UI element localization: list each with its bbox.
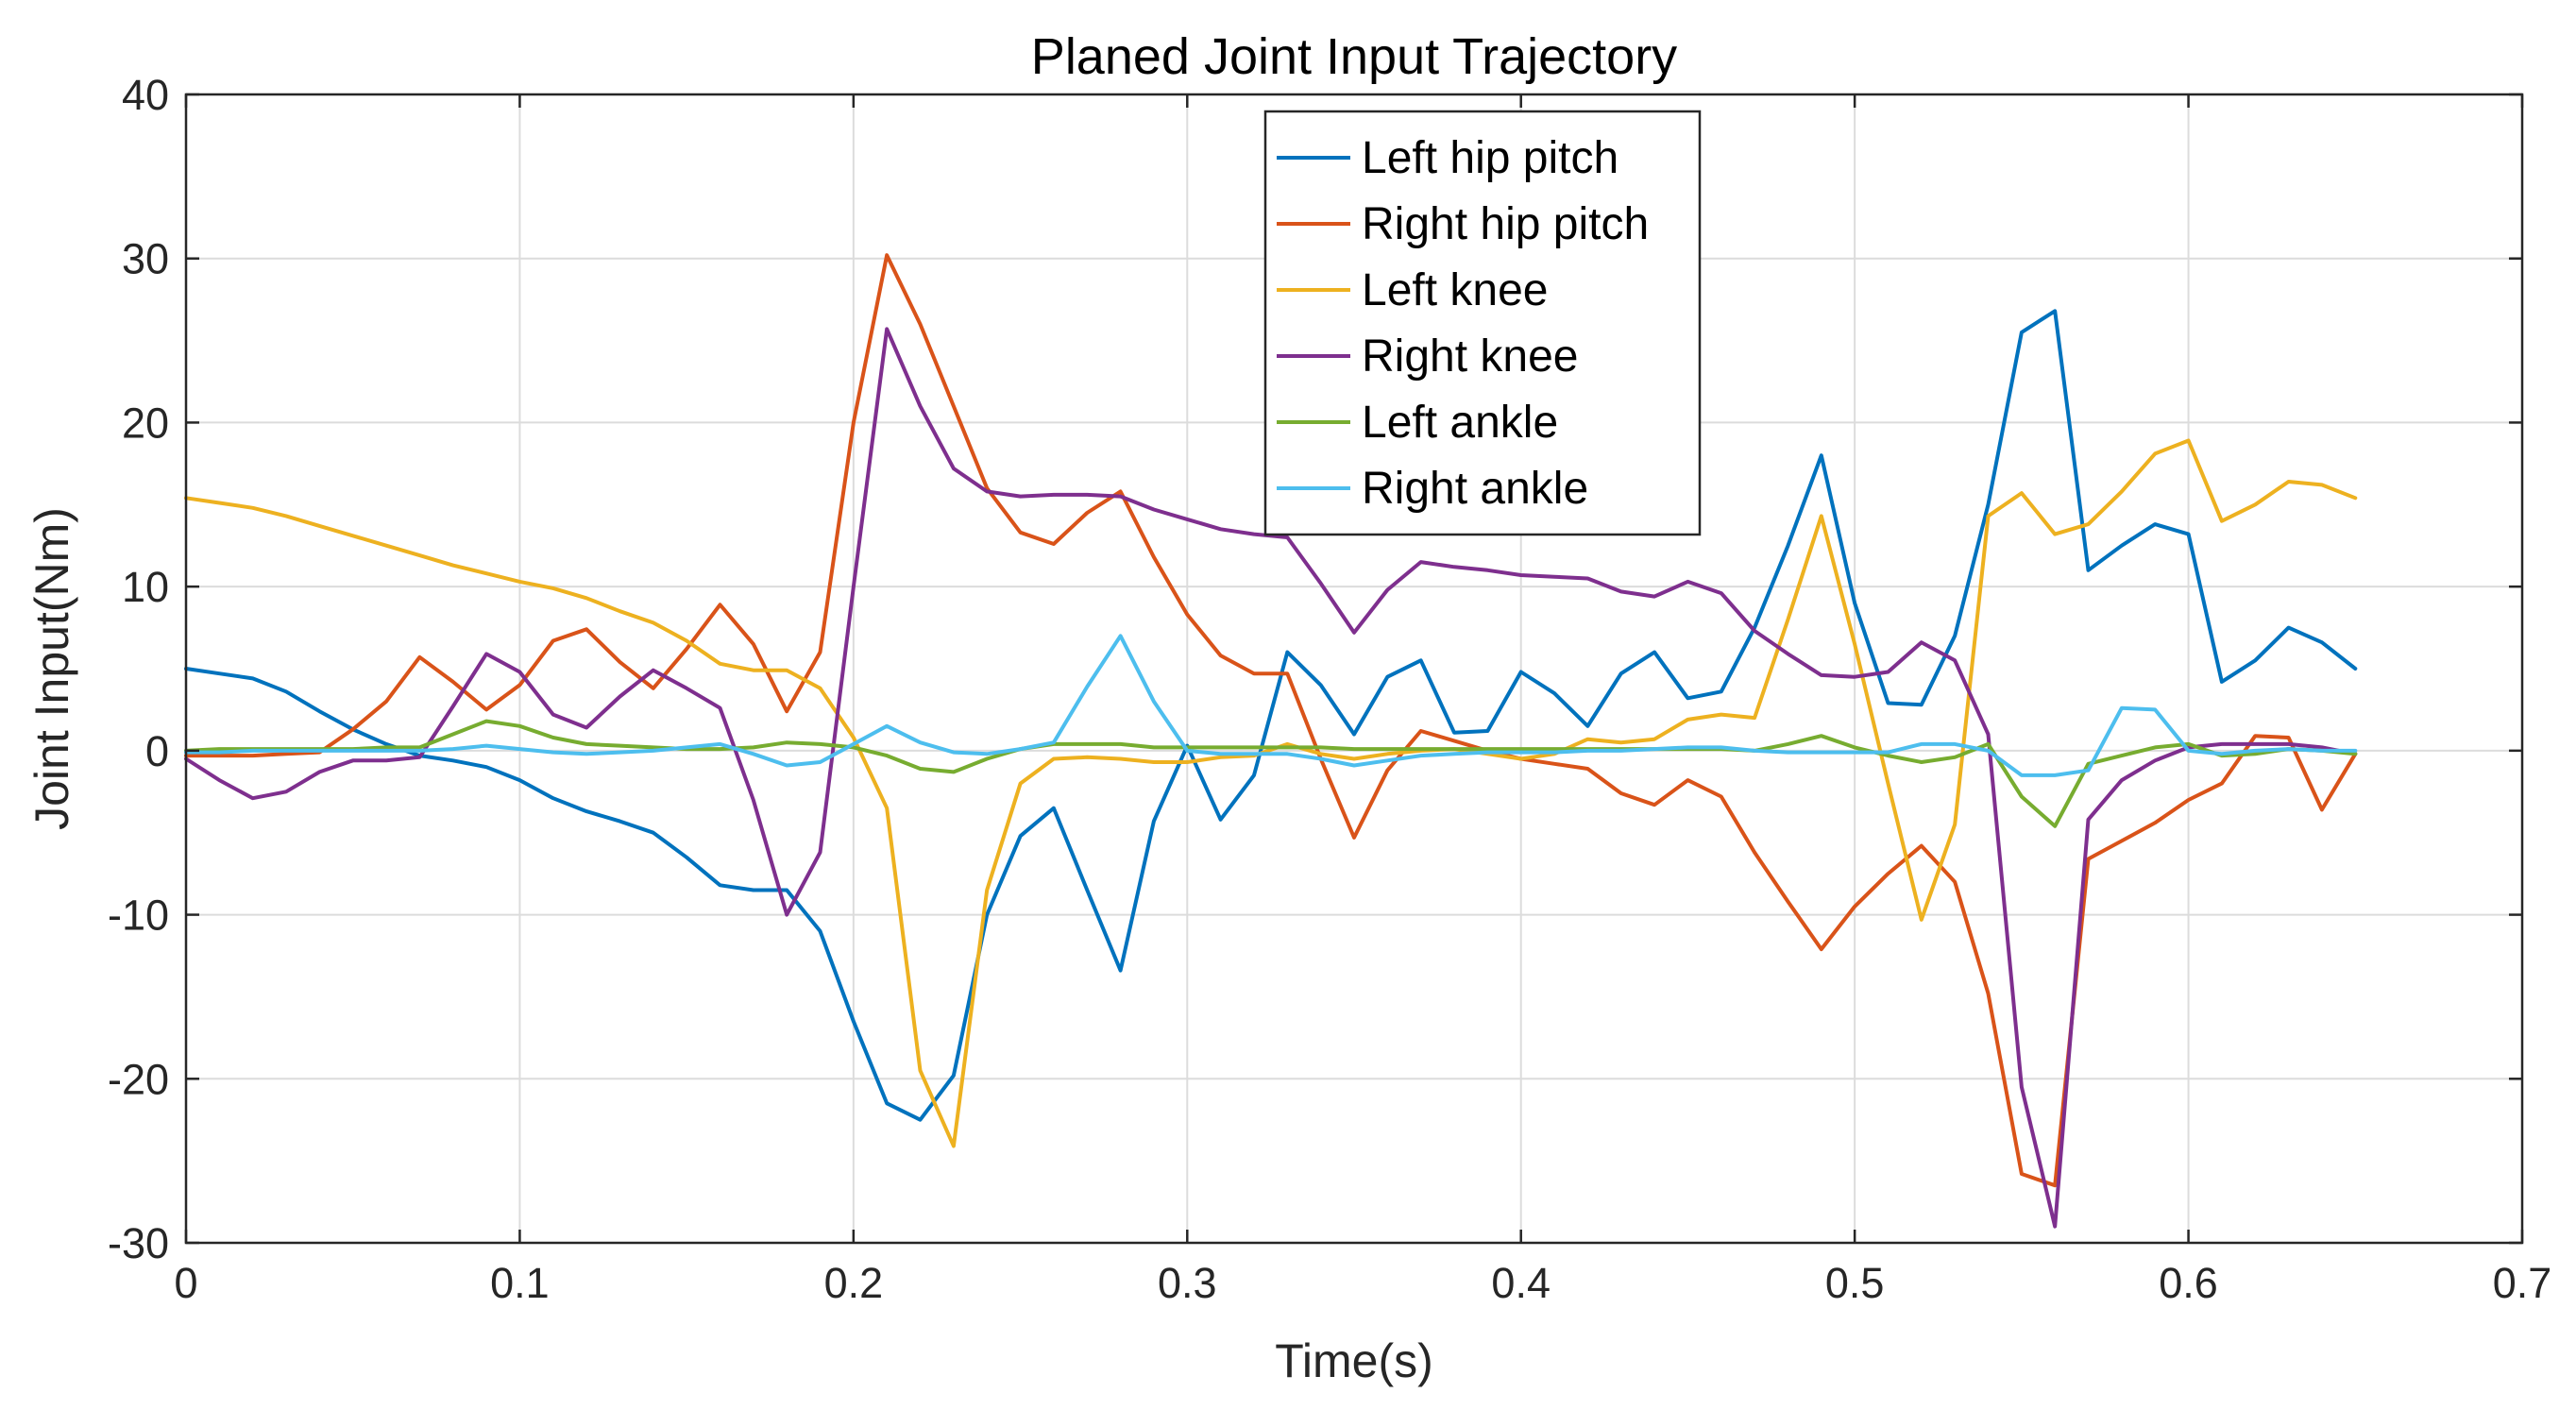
series-line-right-ankle — [184, 634, 2358, 777]
legend-label-right-hip-pitch: Right hip pitch — [1362, 199, 1649, 249]
series-line-right-hip-pitch — [184, 253, 2358, 1188]
axes: 0 0.1 0.2 0.3 0.4 0.5 0.6 0.7 -30 -20 -10 0 10 20 30 40 — [108, 71, 2551, 1307]
legend: Left hip pitch Right hip pitch Left knee Ri… — [1263, 110, 1702, 536]
x-tick-label: 0 — [174, 1259, 197, 1307]
legend-box — [1263, 110, 1702, 536]
legend-label-right-knee: Right knee — [1362, 331, 1578, 382]
y-tick-label: 30 — [122, 235, 169, 283]
series-line-left-knee — [184, 438, 2358, 1148]
y-tick-label: -30 — [108, 1219, 169, 1267]
chart-title: Planed Joint Input Trajectory — [1031, 28, 1677, 85]
x-tick-label: 0.4 — [1491, 1259, 1551, 1307]
series-line-right-knee — [184, 327, 2358, 1229]
y-tick-label: 10 — [122, 563, 169, 611]
legend-label-left-knee: Left knee — [1362, 265, 1548, 315]
x-tick-label: 0.6 — [2159, 1259, 2218, 1307]
series-line-left-hip-pitch — [184, 309, 2358, 1122]
legend-label-left-ankle: Left ankle — [1362, 398, 1558, 448]
axes-box — [184, 93, 2524, 1245]
x-tick-label: 0.7 — [2493, 1259, 2552, 1307]
series-lines — [184, 253, 2358, 1229]
y-tick-label: -20 — [108, 1055, 169, 1103]
x-axis-title: Time(s) — [1275, 1334, 1433, 1387]
y-tick-label: -10 — [108, 892, 169, 940]
y-tick-label: 40 — [122, 71, 169, 119]
x-tick-label: 0.5 — [1825, 1259, 1885, 1307]
y-axis-title: Joint Input(Nm) — [25, 507, 78, 830]
y-tick-label: 20 — [122, 399, 169, 447]
x-tick-label: 0.2 — [824, 1259, 884, 1307]
legend-label-right-ankle: Right ankle — [1362, 464, 1588, 514]
x-tick-label: 0.3 — [1158, 1259, 1217, 1307]
x-tick-label: 0.1 — [490, 1259, 550, 1307]
y-tick-label: 0 — [145, 727, 169, 775]
legend-label-left-hip-pitch: Left hip pitch — [1362, 133, 1618, 183]
